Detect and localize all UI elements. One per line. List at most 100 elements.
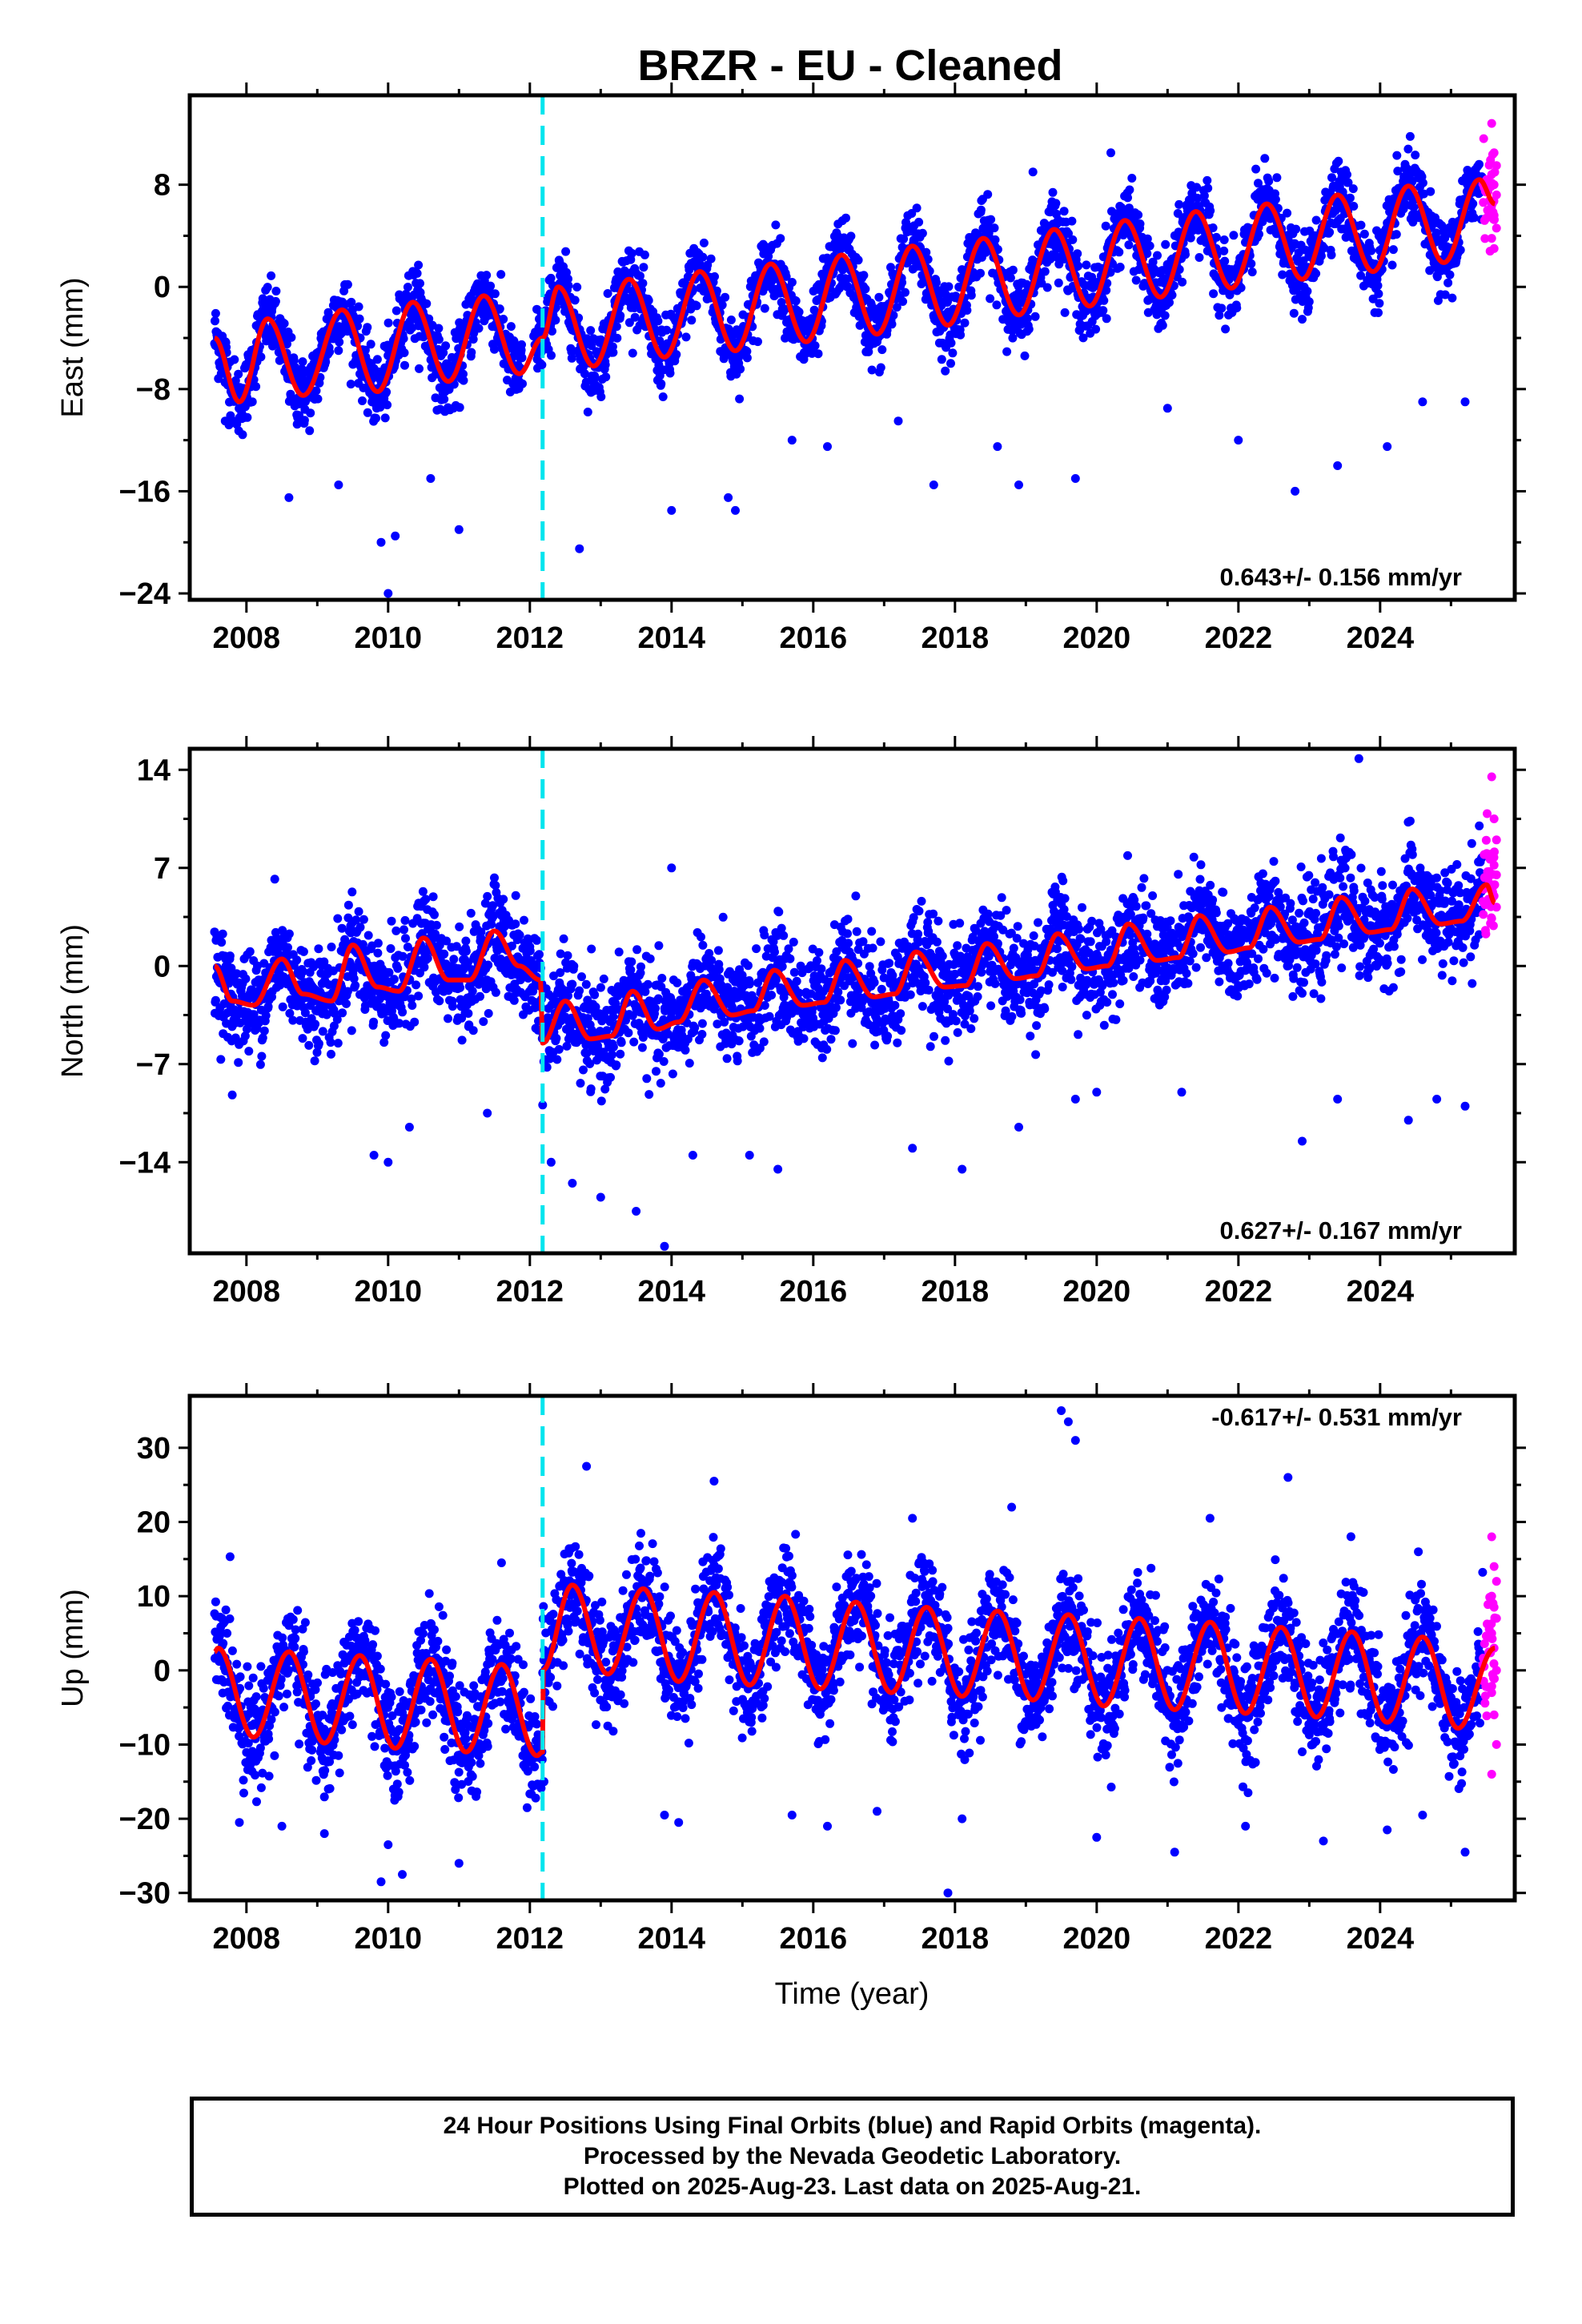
final-orbit-point: [234, 369, 243, 379]
final-orbit-point: [496, 270, 506, 279]
final-orbit-point: [211, 308, 220, 318]
final-orbit-point: [428, 892, 438, 902]
final-orbit-point: [299, 947, 308, 956]
final-orbit-point: [726, 316, 736, 324]
final-orbit-point: [479, 283, 488, 292]
final-orbit-point: [760, 931, 769, 940]
final-orbit-point: [461, 947, 471, 956]
final-orbit-point: [887, 320, 897, 329]
outlier-point: [1383, 442, 1392, 452]
final-orbit-point: [1098, 306, 1108, 316]
final-orbit-point: [983, 190, 993, 199]
final-orbit-point: [632, 945, 642, 955]
final-orbit-point: [699, 238, 709, 247]
x-tick-label: 2024: [1347, 621, 1415, 655]
final-orbit-point: [630, 312, 640, 322]
final-orbit-point: [400, 360, 409, 370]
final-orbit-point: [673, 978, 682, 987]
final-orbit-point: [962, 306, 972, 315]
outlier-point: [724, 493, 733, 502]
final-orbit-point: [921, 247, 931, 257]
final-orbit-point: [698, 252, 708, 262]
final-orbit-point: [310, 1056, 319, 1066]
outlier-point: [1291, 486, 1300, 496]
final-orbit-point: [1106, 267, 1115, 277]
final-orbit-point: [577, 972, 586, 982]
final-orbit-point: [813, 349, 823, 359]
final-orbit-point: [1373, 281, 1383, 291]
final-orbit-point: [1303, 287, 1312, 296]
final-orbit-point: [794, 308, 804, 317]
final-orbit-point: [334, 346, 343, 356]
outlier-point: [1106, 148, 1115, 158]
final-orbit-point: [624, 1028, 633, 1038]
final-orbit-point: [525, 946, 535, 955]
final-orbit-point: [1135, 219, 1145, 228]
final-orbit-point: [1145, 241, 1154, 251]
final-orbit-point: [1272, 173, 1282, 183]
final-orbit-point: [764, 251, 773, 261]
final-orbit-point: [452, 334, 461, 344]
final-orbit-point: [791, 296, 801, 306]
final-orbit-point: [1251, 164, 1261, 174]
final-orbit-point: [1024, 324, 1034, 334]
final-orbit-point: [892, 303, 901, 312]
final-orbit-point: [468, 1026, 478, 1035]
final-orbit-point: [382, 388, 391, 396]
final-orbit-point: [387, 916, 396, 926]
final-orbit-point: [990, 223, 999, 233]
final-orbit-point: [692, 301, 701, 311]
final-orbit-point: [244, 1047, 254, 1056]
final-orbit-point: [697, 932, 705, 942]
outlier-point: [929, 480, 938, 489]
final-orbit-point: [1153, 251, 1162, 260]
final-orbit-point: [817, 1053, 827, 1063]
final-orbit-point: [440, 949, 449, 959]
final-orbit-point: [639, 263, 648, 272]
final-orbit-point: [448, 1002, 457, 1011]
final-orbit-point: [1403, 144, 1413, 154]
final-orbit-point: [859, 271, 869, 280]
final-orbit-point: [1165, 298, 1174, 308]
final-orbit-point: [1115, 263, 1125, 271]
final-orbit-point: [347, 1026, 356, 1035]
final-orbit-point: [267, 271, 276, 280]
final-orbit-point: [575, 986, 584, 995]
outlier-point: [575, 544, 584, 553]
outlier-point: [1070, 474, 1080, 483]
final-orbit-point: [263, 283, 272, 292]
final-orbit-point: [335, 337, 344, 347]
final-orbit-point: [1220, 256, 1230, 266]
final-orbit-point: [785, 954, 795, 963]
final-orbit-point: [321, 357, 331, 367]
final-orbit-point: [430, 910, 439, 919]
final-orbit-point: [1388, 245, 1398, 255]
final-orbit-point: [363, 931, 373, 940]
final-orbit-point: [1051, 199, 1061, 208]
final-orbit-point: [389, 975, 399, 984]
final-orbit-point: [1131, 275, 1141, 285]
final-orbit-point: [371, 413, 380, 423]
final-orbit-point: [1040, 267, 1050, 276]
final-orbit-point: [415, 364, 424, 373]
final-orbit-point: [932, 278, 941, 287]
final-orbit-point: [687, 316, 697, 325]
final-orbit-point: [400, 915, 410, 925]
final-orbit-point: [1409, 203, 1419, 212]
final-orbit-point: [271, 287, 281, 296]
final-orbit-point: [603, 289, 612, 298]
final-orbit-point: [1101, 221, 1110, 231]
final-orbit-point: [518, 379, 527, 388]
final-orbit-point: [586, 1084, 596, 1094]
final-orbit-point: [831, 1003, 841, 1012]
final-orbit-point: [467, 348, 476, 357]
final-orbit-point: [1221, 324, 1231, 334]
final-orbit-point: [298, 357, 307, 367]
final-orbit-point: [490, 344, 499, 354]
final-orbit-point: [576, 1079, 585, 1088]
final-orbit-point: [278, 1002, 287, 1011]
final-orbit-point: [612, 322, 621, 332]
final-orbit-point: [1091, 324, 1101, 334]
final-orbit-point: [1304, 297, 1314, 307]
